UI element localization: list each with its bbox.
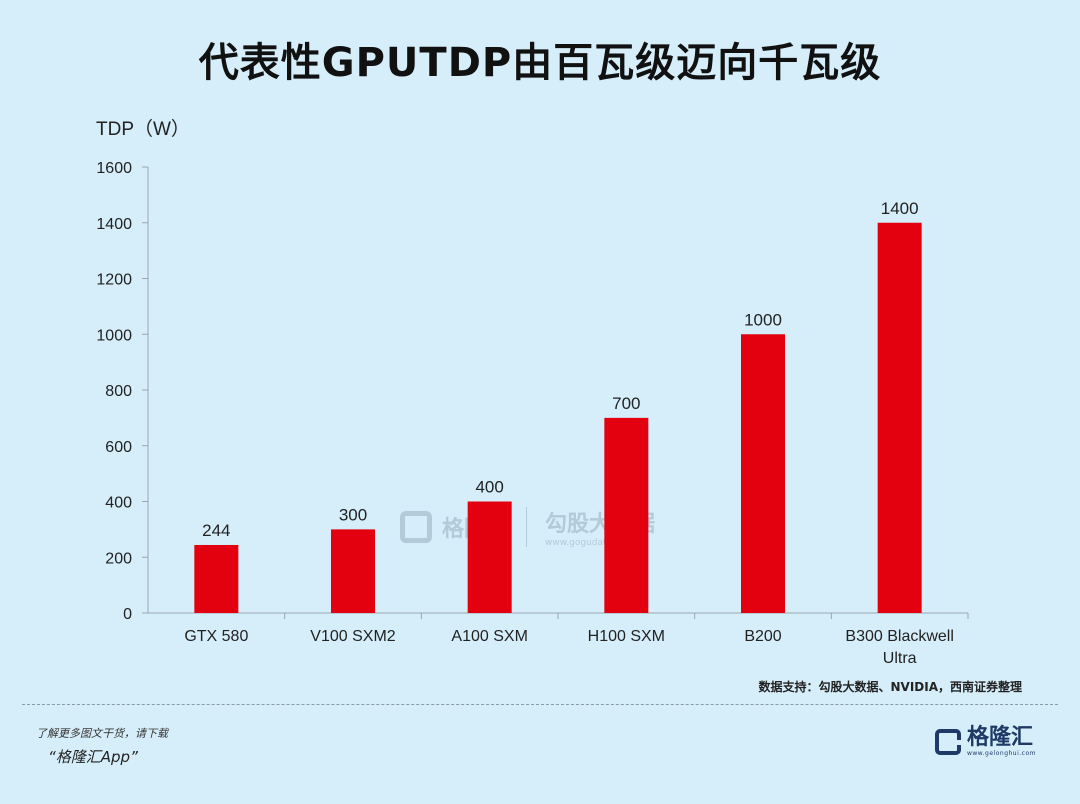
bar xyxy=(331,529,375,613)
x-tick-label: GTX 580 xyxy=(184,628,248,645)
brand-mark-icon xyxy=(934,729,961,755)
y-axis-label: TDP（W） xyxy=(96,118,190,140)
bar xyxy=(741,334,785,613)
brand-logo[interactable]: 格隆汇 www.gelonghui.com xyxy=(934,725,1036,757)
bar xyxy=(877,222,922,613)
y-tick-label: 600 xyxy=(105,439,132,456)
y-tick-label: 0 xyxy=(123,606,132,623)
promo-text: 了解更多图文干货，请下载 xyxy=(36,727,168,740)
data-label: 1000 xyxy=(744,310,782,329)
data-label: 244 xyxy=(202,521,230,540)
watermark-logo-icon xyxy=(400,511,432,543)
y-tick-label: 1200 xyxy=(96,272,132,289)
y-tick-label: 1400 xyxy=(96,216,132,233)
x-tick-label: A100 SXM xyxy=(451,628,527,645)
bar-chart: TDP（W） 0 200 400 600 800 1000 1200 1400 1600 244 GT… xyxy=(96,118,969,667)
x-tick-label: H100 SXM xyxy=(588,628,665,645)
y-tick-label: 200 xyxy=(105,550,132,567)
brand-name: 格隆汇 xyxy=(966,725,1033,750)
y-tick-label: 1000 xyxy=(96,327,132,344)
x-tick-label: B200 xyxy=(744,628,781,645)
watermark-url: www.gogudata.com xyxy=(545,538,635,548)
bar xyxy=(604,417,649,613)
data-label: 700 xyxy=(612,394,640,413)
brand-url: www.gelonghui.com xyxy=(966,750,1036,757)
footer-divider xyxy=(22,704,1058,705)
promo-app-name: “格隆汇App” xyxy=(48,748,138,766)
data-label: 1400 xyxy=(881,199,919,218)
bar xyxy=(194,544,239,613)
x-tick-label: V100 SXM2 xyxy=(310,628,395,645)
chart-title: 代表性GPUTDP由百瓦级迈向千瓦级 xyxy=(198,40,882,86)
source-note: 数据支持：勾股大数据、NVIDIA，西南证券整理 xyxy=(758,680,1022,694)
watermark-separator xyxy=(526,507,528,547)
x-tick-label: Ultra xyxy=(883,650,917,667)
y-tick-label: 400 xyxy=(105,495,132,512)
x-tick-label: B300 Blackwell xyxy=(845,628,954,645)
bar xyxy=(467,501,512,613)
y-tick-label: 800 xyxy=(105,383,132,400)
data-label: 300 xyxy=(339,505,367,524)
y-tick-label: 1600 xyxy=(96,160,132,177)
data-label: 400 xyxy=(475,478,503,497)
